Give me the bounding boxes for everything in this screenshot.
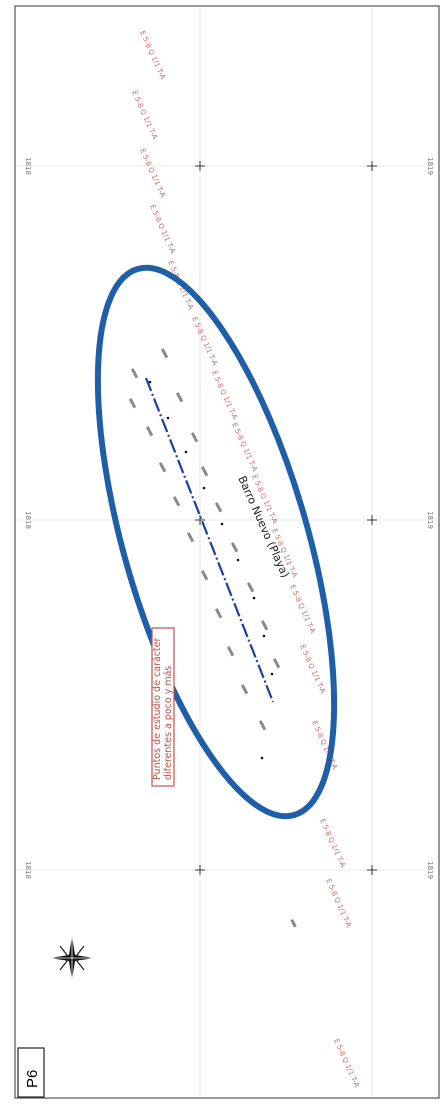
sample-point	[262, 634, 266, 638]
sample-point	[166, 416, 170, 420]
plot-marker	[128, 398, 137, 409]
grid-cross	[367, 515, 377, 525]
right-tick-label: 1819	[426, 511, 434, 529]
sample-point	[260, 756, 264, 760]
right-tick-label: 1819	[426, 157, 434, 175]
coordinate-label: E 5-8 Q 1/1 T-A	[138, 30, 167, 81]
sample-point	[252, 596, 256, 600]
sample-point	[202, 486, 206, 490]
coordinate-label: E 5-8 Q 1/1 T-A	[324, 878, 353, 929]
plot-marker	[186, 532, 195, 543]
grid-cross	[367, 161, 377, 171]
note-box-border	[151, 627, 175, 787]
coordinate-label: E 5-8 Q 1/1 T-A	[288, 584, 317, 635]
grid-cross	[195, 865, 205, 875]
coordinate-label: E 5-8 Q 1/1 T-A	[318, 818, 347, 869]
coordinate-label: E 5-8 Q 1/1 T-A	[332, 1038, 361, 1089]
plot-marker	[240, 684, 249, 695]
plot-marker	[200, 466, 209, 477]
left-tick-label: 1818	[24, 511, 32, 529]
plot-marker	[200, 570, 209, 581]
coordinate-label: E 5-8 Q 1/1 T-A	[148, 204, 177, 255]
grid-cross	[367, 865, 377, 875]
plot-marker	[230, 542, 239, 553]
right-tick-label: 1819	[426, 861, 434, 879]
plot-marker	[246, 582, 255, 593]
plot-marker	[258, 720, 267, 731]
coordinate-labels: E 5-8 Q 1/1 T-A E 5-8 Q 1/1 T-A E 5-8 Q …	[130, 30, 361, 1089]
grid-cross	[195, 161, 205, 171]
coordinate-label: E 5-8 Q 1/1 T-A	[210, 370, 239, 421]
note-box: Puntos de estudio de carácter diferentes…	[151, 627, 175, 787]
note-line-2: diferentes a poco y más	[163, 666, 174, 780]
grid	[17, 8, 437, 1096]
sample-point	[270, 672, 274, 676]
coordinate-label: E 5-8 Q 1/1 T-A	[298, 644, 327, 695]
plot-marker	[158, 462, 167, 473]
tick-labels: 1818 1818 1818 1819 1819 1819	[24, 157, 434, 879]
survey-transect-line	[144, 377, 275, 703]
plot-marker	[290, 918, 297, 928]
coordinate-label: E 5-8 Q 1/1 T-A	[138, 148, 167, 199]
plot-marker	[226, 646, 235, 657]
sample-point	[220, 522, 224, 526]
grid-crosses	[195, 161, 377, 875]
map-frame	[14, 5, 440, 1099]
coordinate-label: E 5-8 Q 1/1 T-A	[130, 90, 159, 141]
compass-star-icon	[50, 936, 94, 980]
plot-marker	[190, 432, 199, 443]
study-area-ellipse	[94, 264, 338, 820]
plot-marker	[145, 426, 154, 437]
sheet-id-border	[17, 1047, 45, 1098]
coordinate-label: E 5-8 Q 1/1 T-A	[230, 422, 259, 473]
plot-marker	[214, 608, 223, 619]
sample-points	[148, 380, 274, 760]
survey-plots	[128, 348, 297, 928]
sheet-id-box: P6	[17, 1047, 45, 1098]
plot-marker	[260, 620, 269, 631]
sample-point	[184, 450, 188, 454]
plot-marker	[214, 502, 223, 513]
left-tick-label: 1818	[24, 861, 32, 879]
plot-marker	[175, 392, 184, 403]
plot-marker	[272, 658, 281, 669]
grid-cross	[195, 515, 205, 525]
plot-marker	[172, 496, 181, 507]
plot-marker	[160, 348, 169, 359]
sample-point	[236, 558, 240, 562]
left-tick-label: 1818	[24, 157, 32, 175]
sheet-id-label: P6	[24, 1070, 41, 1088]
plot-marker	[130, 368, 139, 379]
note-line-1: Puntos de estudio de carácter	[152, 637, 163, 780]
sample-point	[148, 380, 152, 384]
